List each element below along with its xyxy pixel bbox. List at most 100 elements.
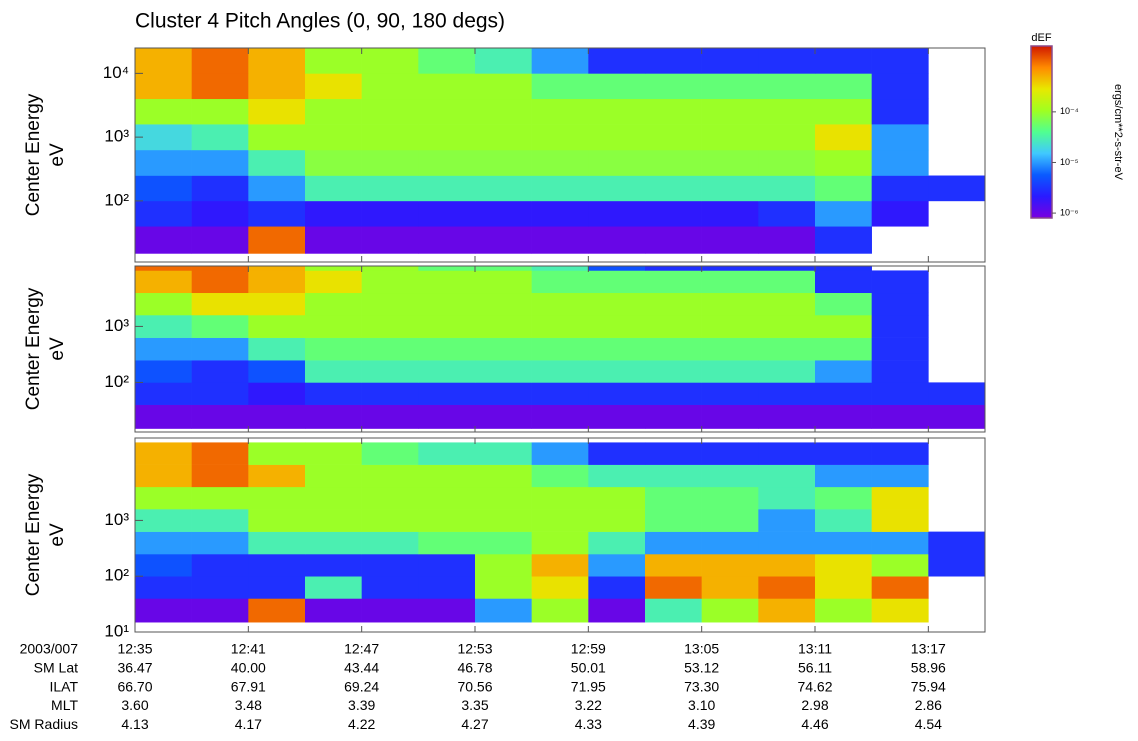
cell xyxy=(135,266,192,271)
cell xyxy=(871,576,929,599)
cell xyxy=(361,314,419,338)
cell xyxy=(361,337,419,361)
cell xyxy=(305,48,362,74)
cell xyxy=(475,124,532,151)
y-axis-title: Center Energy xyxy=(23,473,44,596)
cell xyxy=(191,292,249,316)
cell xyxy=(758,554,816,577)
cell xyxy=(361,531,419,555)
cell xyxy=(645,48,702,74)
cell xyxy=(588,266,646,271)
cell xyxy=(248,531,306,555)
cell xyxy=(645,292,702,316)
cell xyxy=(531,270,589,294)
ephemeris-value: 75.94 xyxy=(911,678,946,694)
cell xyxy=(531,382,589,405)
cell xyxy=(248,404,306,429)
cell xyxy=(475,270,532,294)
cell xyxy=(815,314,872,338)
cell xyxy=(815,531,872,555)
cell xyxy=(645,149,702,176)
cell xyxy=(191,337,249,361)
cell xyxy=(531,486,589,510)
y-axis-unit: eV xyxy=(47,523,68,547)
cell xyxy=(418,200,476,227)
cell xyxy=(135,314,192,338)
cell xyxy=(531,464,589,488)
cell xyxy=(531,292,589,316)
cell xyxy=(191,598,249,623)
cell xyxy=(758,270,816,294)
cell xyxy=(758,200,816,227)
cell xyxy=(758,509,816,532)
ephemeris-value: 4.22 xyxy=(348,716,375,732)
cell xyxy=(135,404,192,429)
cell xyxy=(928,175,985,202)
colorbar-title: dEF xyxy=(1031,32,1051,44)
x-tick-label: 13:05 xyxy=(684,641,719,657)
cell xyxy=(588,360,646,383)
cell xyxy=(191,382,249,405)
cell xyxy=(305,337,362,361)
cell xyxy=(475,382,532,405)
cell xyxy=(871,404,929,429)
cell xyxy=(815,382,872,405)
cell xyxy=(305,382,362,405)
cell xyxy=(135,48,192,74)
cell xyxy=(135,175,192,202)
cell xyxy=(305,598,362,623)
cell xyxy=(645,266,702,271)
cell xyxy=(248,464,306,488)
cell xyxy=(928,382,985,405)
cell xyxy=(361,270,419,294)
cell xyxy=(758,149,816,176)
cell xyxy=(871,200,929,227)
cell xyxy=(361,73,419,100)
cell xyxy=(701,509,759,532)
cell xyxy=(191,73,249,100)
cell xyxy=(475,598,532,623)
ephemeris-value: 2.86 xyxy=(915,697,942,713)
cell xyxy=(418,509,476,532)
cell xyxy=(248,576,306,599)
ephemeris-value: 36.47 xyxy=(117,660,152,676)
cell xyxy=(815,149,872,176)
cell xyxy=(815,270,872,294)
cell xyxy=(418,486,476,510)
cell xyxy=(305,226,362,254)
cell xyxy=(645,486,702,510)
cell xyxy=(191,404,249,429)
x-tick-label: 12:47 xyxy=(344,641,379,657)
cell xyxy=(815,509,872,532)
cell xyxy=(475,404,532,429)
cell xyxy=(645,576,702,599)
cell xyxy=(418,360,476,383)
cell xyxy=(701,48,759,74)
cell xyxy=(871,360,929,383)
plot-frame xyxy=(134,437,986,633)
cell xyxy=(758,464,816,488)
cell xyxy=(418,266,476,271)
cell xyxy=(475,292,532,316)
cell xyxy=(815,486,872,510)
cell xyxy=(588,270,646,294)
cell xyxy=(531,404,589,429)
cell xyxy=(418,554,476,577)
cell xyxy=(645,598,702,623)
ephemeris-value: 71.95 xyxy=(571,678,606,694)
ephemeris-value: 4.39 xyxy=(688,716,715,732)
cell xyxy=(361,486,419,510)
cell xyxy=(815,598,872,623)
y-tick-label: 10² xyxy=(104,566,129,585)
cell xyxy=(758,404,816,429)
ephemeris-value: 56.11 xyxy=(798,660,832,676)
cell xyxy=(248,598,306,623)
cell xyxy=(475,73,532,100)
ephemeris-value: 3.48 xyxy=(235,697,262,713)
cell xyxy=(871,442,929,465)
cell xyxy=(135,531,192,555)
ephemeris-value: 3.10 xyxy=(688,697,715,713)
cell xyxy=(418,442,476,465)
cell xyxy=(305,124,362,151)
plot-frame xyxy=(134,47,986,263)
